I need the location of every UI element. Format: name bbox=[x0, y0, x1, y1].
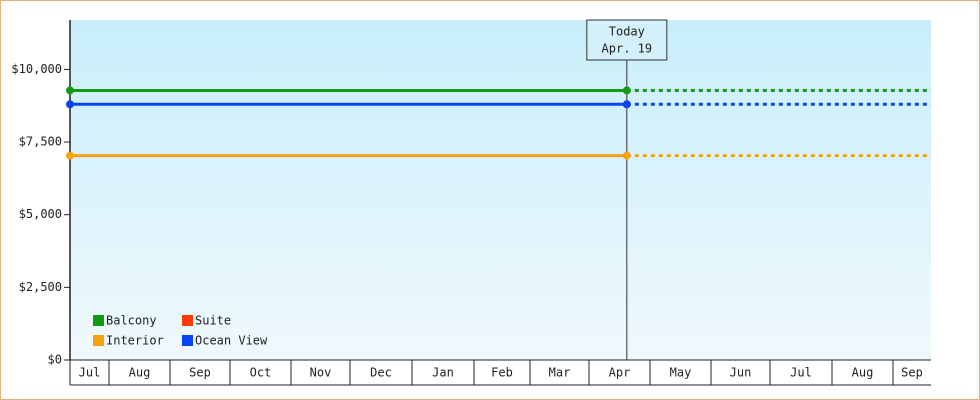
y-tick-label: $7,500 bbox=[19, 135, 62, 149]
today-box bbox=[586, 19, 668, 61]
x-tick-label: Mar bbox=[549, 366, 571, 380]
legend-swatch bbox=[93, 335, 104, 346]
x-tick-label: Jan bbox=[432, 366, 454, 380]
today-label: Today bbox=[609, 25, 645, 39]
today-label: Apr. 19 bbox=[602, 42, 653, 56]
x-tick-label: Nov bbox=[310, 366, 332, 380]
legend-swatch bbox=[93, 315, 104, 326]
legend-label: Suite bbox=[195, 314, 231, 328]
x-tick-label: Oct bbox=[250, 366, 272, 380]
x-tick-label: Sep bbox=[189, 366, 211, 380]
x-tick-label: Jun bbox=[730, 366, 752, 380]
legend-swatch bbox=[182, 335, 193, 346]
x-tick-label: Aug bbox=[852, 366, 874, 380]
x-tick-label: Apr bbox=[609, 366, 631, 380]
legend-swatch bbox=[182, 315, 193, 326]
y-tick-label: $0 bbox=[48, 353, 62, 367]
x-tick-label: Dec bbox=[370, 366, 392, 380]
x-tick-label: Jul bbox=[79, 366, 101, 380]
x-tick-label: May bbox=[670, 366, 692, 380]
legend-label: Ocean View bbox=[195, 334, 268, 348]
x-tick-label: Aug bbox=[129, 366, 151, 380]
legend-label: Interior bbox=[106, 334, 164, 348]
series-marker bbox=[66, 151, 74, 160]
series-marker bbox=[66, 100, 74, 109]
legend-label: Balcony bbox=[106, 314, 157, 328]
y-tick-label: $2,500 bbox=[19, 280, 62, 294]
y-tick-label: $10,000 bbox=[11, 62, 62, 76]
series-marker bbox=[66, 86, 74, 95]
x-tick-label: Jul bbox=[790, 366, 812, 380]
plot-area bbox=[70, 20, 931, 360]
x-tick-label: Feb bbox=[491, 366, 513, 380]
y-tick-label: $5,000 bbox=[19, 207, 62, 221]
x-tick-label: Sep bbox=[901, 366, 923, 380]
